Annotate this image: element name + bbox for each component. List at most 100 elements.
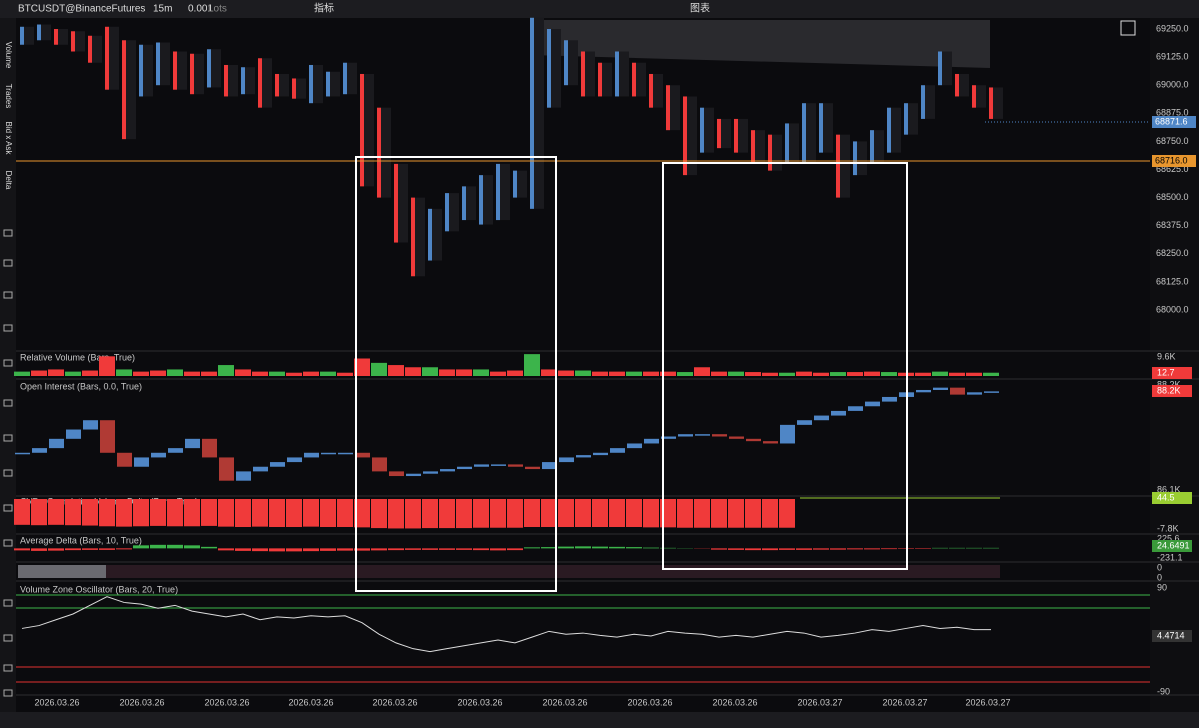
delta-bar [881,548,897,550]
price-tick-label: 68500.0 [1156,192,1189,202]
volume-bar [541,369,557,376]
volume-bar [167,369,183,376]
footprint-shadow [347,62,357,95]
footprint-shadow [976,85,986,108]
delta-bar [269,548,285,552]
delta-bar [728,548,744,550]
left-toolbar [0,18,16,728]
footprint-shadow [58,29,68,45]
x-axis-label: 2026.03.27 [882,697,927,707]
side-tab[interactable]: Trades [4,84,13,109]
volume-bar [932,371,948,376]
footprint-bar [683,96,687,176]
indicator-label: Average Delta (Bars, 10, True) [20,535,142,545]
delta-bar [99,548,115,550]
axis-label: -90 [1157,686,1170,696]
x-axis-label: 2026.03.26 [119,697,164,707]
oi-bar [304,452,319,458]
tool-icon[interactable] [3,259,13,267]
cvd-bar [269,499,285,528]
x-axis-label: 2026.03.27 [797,697,842,707]
footprint-shadow [449,193,459,232]
tool-icon[interactable] [3,634,13,642]
volume-bar [745,372,761,376]
footprint-bar [411,197,415,277]
tool-icon[interactable] [3,599,13,607]
oi-bar [984,391,999,393]
footprint-shadow [92,35,102,63]
indicators-button[interactable]: 指标 [314,2,334,15]
footprint-shadow [245,67,255,95]
delta-bar [14,548,30,551]
delta-bar [439,548,455,550]
footprint-shadow [313,64,323,104]
volume-bar [388,365,404,376]
volume-bar [150,370,166,376]
delta-bar [184,545,200,549]
volume-bar [133,371,149,376]
cvd-bar [626,499,642,528]
volume-bar [643,371,659,376]
cvd-bar [762,499,778,528]
volume-bar [286,372,302,376]
delta-bar [405,548,421,550]
footprint-bar [462,186,466,221]
footprint-bar [394,163,398,243]
delta-bar [643,547,659,549]
scroll-button[interactable] [1120,20,1136,36]
value-badge [1152,540,1192,552]
lots[interactable]: 0.001 [188,4,213,15]
axis-label: -231.1 [1157,552,1183,562]
axis-label: 0 [1157,562,1162,572]
delta-bar [864,548,880,550]
oi-bar [202,438,217,458]
delta-bar [303,548,319,552]
delta-bar [490,548,506,551]
oi-bar [440,469,455,472]
footprint-bar [156,42,160,86]
footprint-shadow [160,42,170,86]
tool-icon[interactable] [3,399,13,407]
footprint-bar [734,118,738,153]
delta-bar [949,547,965,549]
delta-bar [711,548,727,550]
oi-bar [15,452,30,455]
side-tab[interactable]: Volume [4,42,13,69]
symbol[interactable]: BTCUSDT@BinanceFutures [18,4,145,15]
volume-bar [218,365,234,376]
tool-icon[interactable] [3,689,13,697]
cvd-bar [422,499,438,529]
sub-panel-strip [106,565,1000,578]
tool-icon[interactable] [3,539,13,547]
indicator-label: Open Interest (Bars, 0.0, True) [20,381,142,391]
cvd-bar [354,499,370,528]
delta-bar [31,548,47,551]
cvd-bar [337,499,353,528]
oi-bar [780,424,795,444]
footprint-bar [360,73,364,187]
tool-icon[interactable] [3,291,13,299]
tool-icon[interactable] [3,229,13,237]
tool-icon[interactable] [3,359,13,367]
footprint-bar [292,78,296,99]
interval[interactable]: 15m [153,4,172,15]
footprint-shadow [41,24,51,41]
oi-bar [712,434,727,437]
footprint-shadow [908,103,918,135]
side-tab[interactable]: Bid x Ask [4,122,13,156]
delta-bar [813,548,829,550]
oi-bar [627,443,642,449]
tool-icon[interactable] [3,434,13,442]
side-tab[interactable]: Delta [4,171,13,190]
tool-icon[interactable] [3,324,13,332]
footprint-bar [564,40,568,86]
cvd-bar [31,499,47,526]
volume-bar [762,372,778,376]
delta-bar [252,548,268,552]
footprint-shadow [75,31,85,52]
tool-icon[interactable] [3,469,13,477]
oi-bar [916,389,931,393]
tool-icon[interactable] [3,504,13,512]
tool-icon[interactable] [3,664,13,672]
footprint-shadow [415,197,425,277]
